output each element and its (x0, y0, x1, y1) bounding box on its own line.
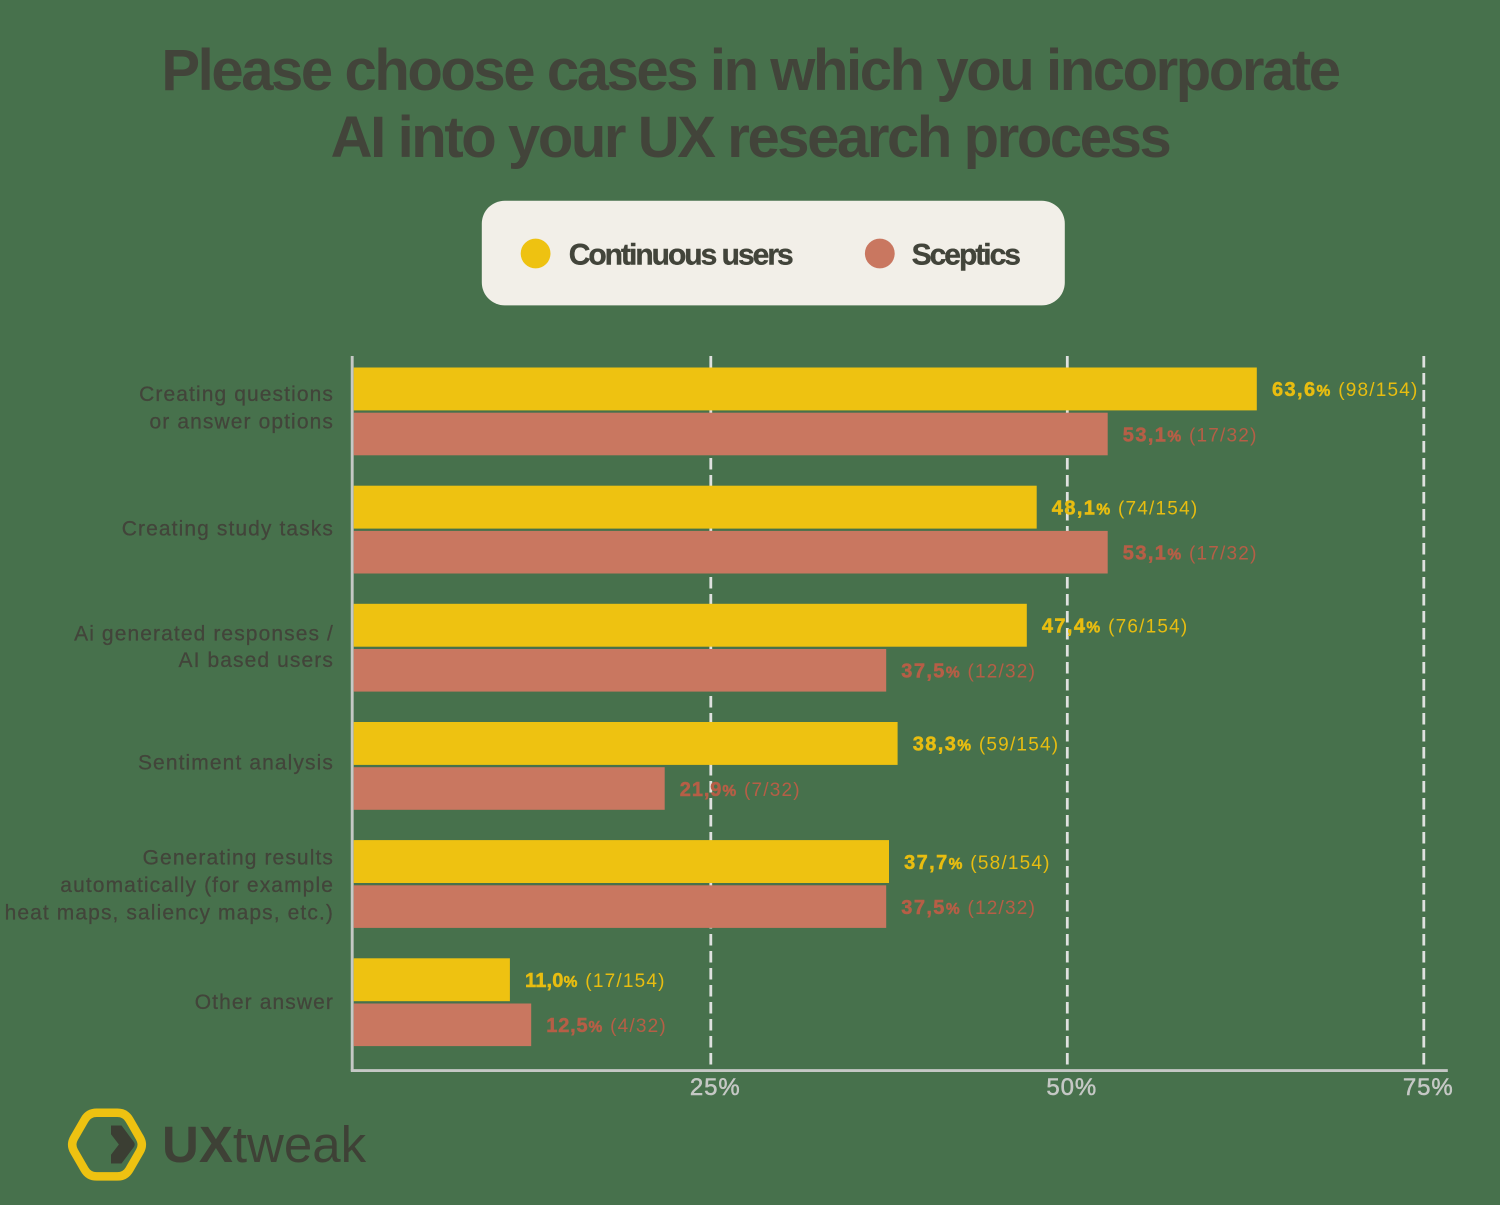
svg-text:automatically (for example: automatically (for example (60, 874, 334, 897)
svg-text:53,1% (17/32): 53,1% (17/32) (1123, 424, 1258, 446)
svg-text:Ai generated responses /: Ai generated responses / (74, 622, 334, 645)
svg-text:38,3% (59/154): 38,3% (59/154) (913, 734, 1060, 756)
svg-text:AI into your UX research proce: AI into your UX research process (331, 105, 1170, 170)
svg-text:Other answer: Other answer (195, 991, 334, 1014)
svg-text:25%: 25% (690, 1074, 741, 1101)
svg-text:63,6% (98/154): 63,6% (98/154) (1272, 379, 1419, 401)
svg-text:Continuous users: Continuous users (569, 239, 793, 272)
svg-text:12,5% (4/32): 12,5% (4/32) (546, 1015, 667, 1037)
svg-text:21,9% (7/32): 21,9% (7/32) (680, 779, 801, 801)
svg-text:or answer options: or answer options (150, 410, 334, 433)
svg-text:37,7% (58/154): 37,7% (58/154) (904, 852, 1051, 874)
svg-text:47,4% (76/154): 47,4% (76/154) (1042, 616, 1189, 638)
svg-text:48,1% (74/154): 48,1% (74/154) (1052, 497, 1199, 519)
svg-text:heat maps, saliency maps, etc.: heat maps, saliency maps, etc.) (5, 902, 334, 925)
svg-text:Please choose cases in which y: Please choose cases in which you incorpo… (161, 38, 1339, 103)
svg-text:Generating results: Generating results (143, 847, 334, 870)
svg-text:50%: 50% (1046, 1074, 1097, 1101)
svg-text:Sceptics: Sceptics (912, 239, 1021, 272)
svg-text:Creating questions: Creating questions (139, 383, 334, 406)
svg-text:53,1% (17/32): 53,1% (17/32) (1123, 543, 1258, 565)
svg-text:Creating study tasks: Creating study tasks (122, 517, 334, 540)
svg-text:75%: 75% (1403, 1074, 1454, 1101)
svg-text:AI based users: AI based users (179, 649, 334, 672)
svg-text:37,5% (12/32): 37,5% (12/32) (901, 897, 1036, 919)
svg-text:37,5% (12/32): 37,5% (12/32) (901, 661, 1036, 683)
svg-text:Sentiment analysis: Sentiment analysis (138, 752, 334, 775)
svg-text:11,0% (17/154): 11,0% (17/154) (525, 970, 666, 992)
svg-text:UXtweak: UXtweak (162, 1116, 367, 1173)
